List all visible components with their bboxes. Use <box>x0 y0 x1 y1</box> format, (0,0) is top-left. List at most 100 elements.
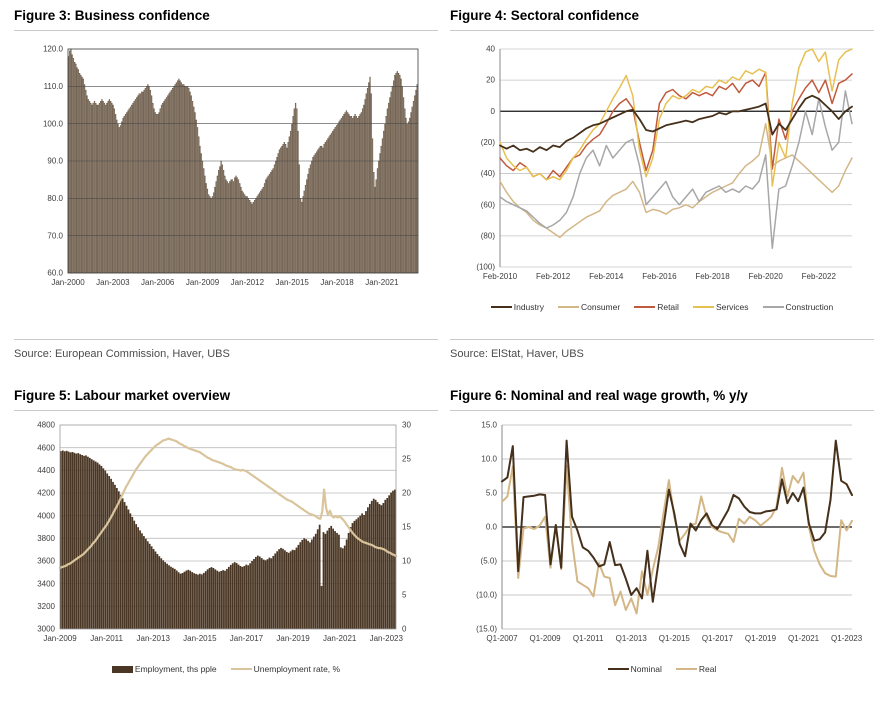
bar <box>270 558 273 629</box>
bar <box>368 82 370 274</box>
bar <box>245 564 248 629</box>
axis-label: (20) <box>481 138 496 147</box>
bar <box>328 527 331 629</box>
bar <box>153 108 155 274</box>
bar <box>178 78 180 274</box>
data-line <box>499 94 853 153</box>
bar <box>249 563 251 629</box>
bar <box>170 566 172 629</box>
bar <box>160 104 163 274</box>
bar <box>144 88 146 274</box>
bar <box>212 568 215 629</box>
axis-label: Jan-2009 <box>186 278 220 287</box>
bar <box>329 134 331 274</box>
bar <box>172 567 174 629</box>
figure-3-source-text: Source: European Commission, Haver, UBS <box>14 348 230 360</box>
axis-label: (10.0) <box>476 591 497 600</box>
bar <box>160 558 163 629</box>
bar <box>277 153 279 274</box>
legend-swatch <box>675 667 697 671</box>
bar <box>243 566 246 629</box>
bar <box>330 132 333 274</box>
data-line <box>501 439 853 603</box>
bar <box>350 116 353 274</box>
bar <box>61 450 64 629</box>
legend-item-services: Services <box>692 302 749 312</box>
bar <box>347 532 350 629</box>
bar <box>264 560 267 629</box>
figure-6-legend: Nominal Real <box>450 664 874 674</box>
bar <box>319 145 321 274</box>
bar <box>376 168 379 274</box>
bar <box>106 473 109 629</box>
bar <box>167 95 169 274</box>
axis-label: 4800 <box>37 421 55 430</box>
bar <box>111 102 113 274</box>
bar <box>159 108 161 274</box>
bar <box>96 462 99 629</box>
bar <box>113 108 115 274</box>
fig4-chart-svg: 40 20 0 (20) (40) (60) (80) (100)Feb-2010 Feb-20… <box>476 45 853 281</box>
bar <box>158 112 160 274</box>
bar <box>271 170 273 274</box>
bar <box>132 102 134 274</box>
bar <box>123 502 126 629</box>
axis-label: Q1-2019 <box>745 634 777 643</box>
bar <box>288 136 290 274</box>
axis-label: 70.0 <box>47 231 63 240</box>
bar <box>335 125 338 274</box>
axis-label: Feb-2012 <box>536 272 571 281</box>
bar <box>309 542 311 629</box>
axis-label: Q1-2011 <box>573 634 604 643</box>
bar <box>75 63 77 274</box>
bar <box>133 520 136 629</box>
bar <box>206 569 209 629</box>
bar <box>133 101 135 274</box>
axis-label: Jan-2019 <box>276 634 310 643</box>
bar <box>87 99 89 274</box>
bar <box>286 147 288 274</box>
bar <box>352 117 354 274</box>
bar <box>383 130 385 274</box>
bar <box>415 89 417 274</box>
bar <box>282 548 284 629</box>
bar <box>241 566 244 629</box>
bar <box>272 556 275 629</box>
bar <box>274 553 277 629</box>
bar <box>81 76 83 274</box>
bar <box>152 102 154 274</box>
bar <box>183 571 186 629</box>
bar <box>343 114 345 274</box>
figure-5-title: Figure 5: Labour market overview <box>14 388 438 411</box>
bar <box>100 101 102 274</box>
axis-label: Jan-2015 <box>183 634 217 643</box>
bar <box>416 84 418 274</box>
bar <box>201 160 204 274</box>
bar <box>378 504 381 629</box>
bar <box>110 478 112 629</box>
figure-4-legend: Industry Consumer Retail Services Constructi… <box>450 302 874 312</box>
bar <box>101 99 103 274</box>
bar <box>206 188 209 274</box>
bar <box>400 78 402 274</box>
bar <box>117 491 120 629</box>
bar <box>353 116 355 274</box>
bar <box>203 168 205 274</box>
bar <box>341 548 344 629</box>
bar <box>412 101 415 274</box>
bar <box>93 101 96 274</box>
bar <box>119 125 122 274</box>
bar <box>368 503 371 629</box>
bar <box>297 130 299 274</box>
bar <box>88 101 91 274</box>
fig6-chart-svg: 15.0 10.0 5.0 0.0 (5.0) (10.0) (15.0)Q1-2007 Q1… <box>476 421 863 643</box>
bar <box>266 177 268 274</box>
axis-label: 0.0 <box>486 523 498 532</box>
bar <box>388 495 391 629</box>
bar <box>65 450 68 629</box>
bar <box>306 179 308 274</box>
bar <box>208 194 210 274</box>
bar <box>334 531 336 629</box>
axis-label: 80.0 <box>47 194 63 203</box>
